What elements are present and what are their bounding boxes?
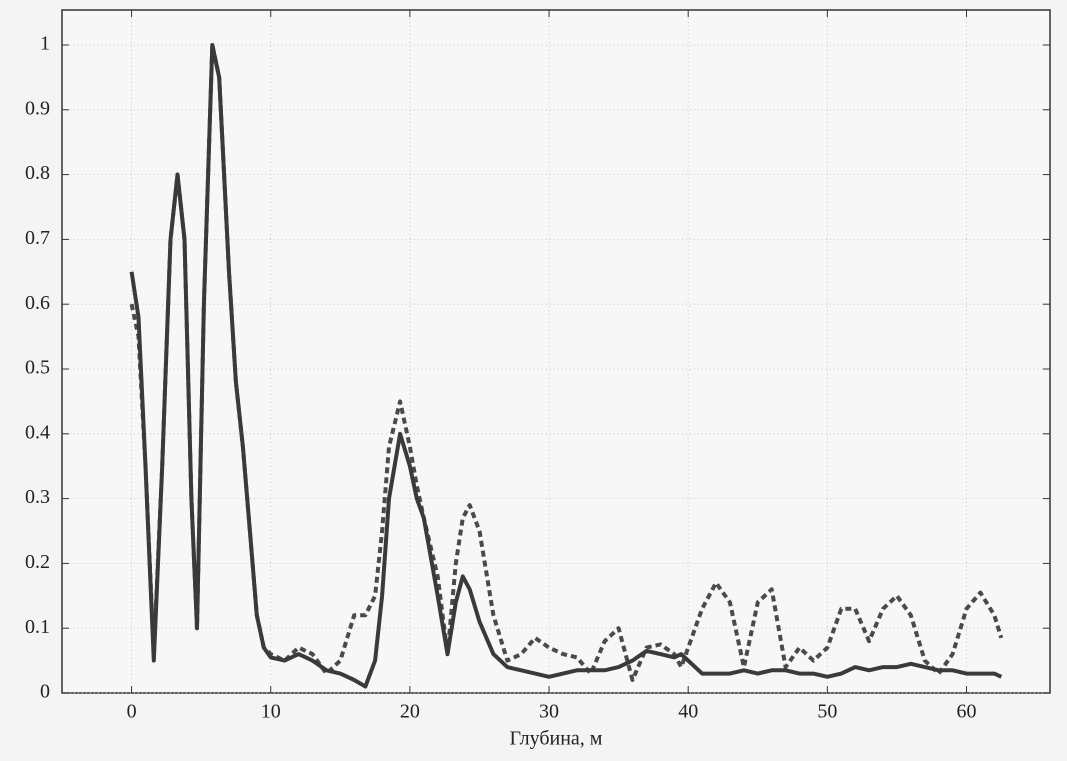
y-tick-label: 0.3 xyxy=(25,486,50,508)
y-tick-label: 0.6 xyxy=(25,292,50,314)
y-tick-label: 1 xyxy=(40,33,50,55)
y-tick-label: 0 xyxy=(40,681,50,703)
x-tick-label: 30 xyxy=(539,701,559,723)
y-tick-label: 0.2 xyxy=(25,551,50,573)
y-tick-label: 0.9 xyxy=(25,97,50,119)
x-axis-label: Глубина, м xyxy=(510,728,603,750)
x-tick-label: 60 xyxy=(957,701,977,723)
x-tick-label: 50 xyxy=(817,701,837,723)
y-tick-label: 0.4 xyxy=(25,421,50,443)
x-tick-label: 0 xyxy=(127,701,137,723)
x-tick-label: 20 xyxy=(400,701,420,723)
y-tick-label: 0.7 xyxy=(25,227,50,249)
y-tick-label: 0.5 xyxy=(25,357,50,379)
chart: Глубина, м 0 0.1 0.2 0.3 0.4 0.5 0.6 0.7 0.8 0.9 1… xyxy=(0,0,1067,761)
y-tick-label: 0.8 xyxy=(25,162,50,184)
y-tick-label: 0.1 xyxy=(25,616,50,638)
x-tick-label: 10 xyxy=(261,701,281,723)
page: Глубина, м 0 0.1 0.2 0.3 0.4 0.5 0.6 0.7 0.8 0.9 1… xyxy=(0,0,1067,761)
x-tick-label: 40 xyxy=(678,701,698,723)
